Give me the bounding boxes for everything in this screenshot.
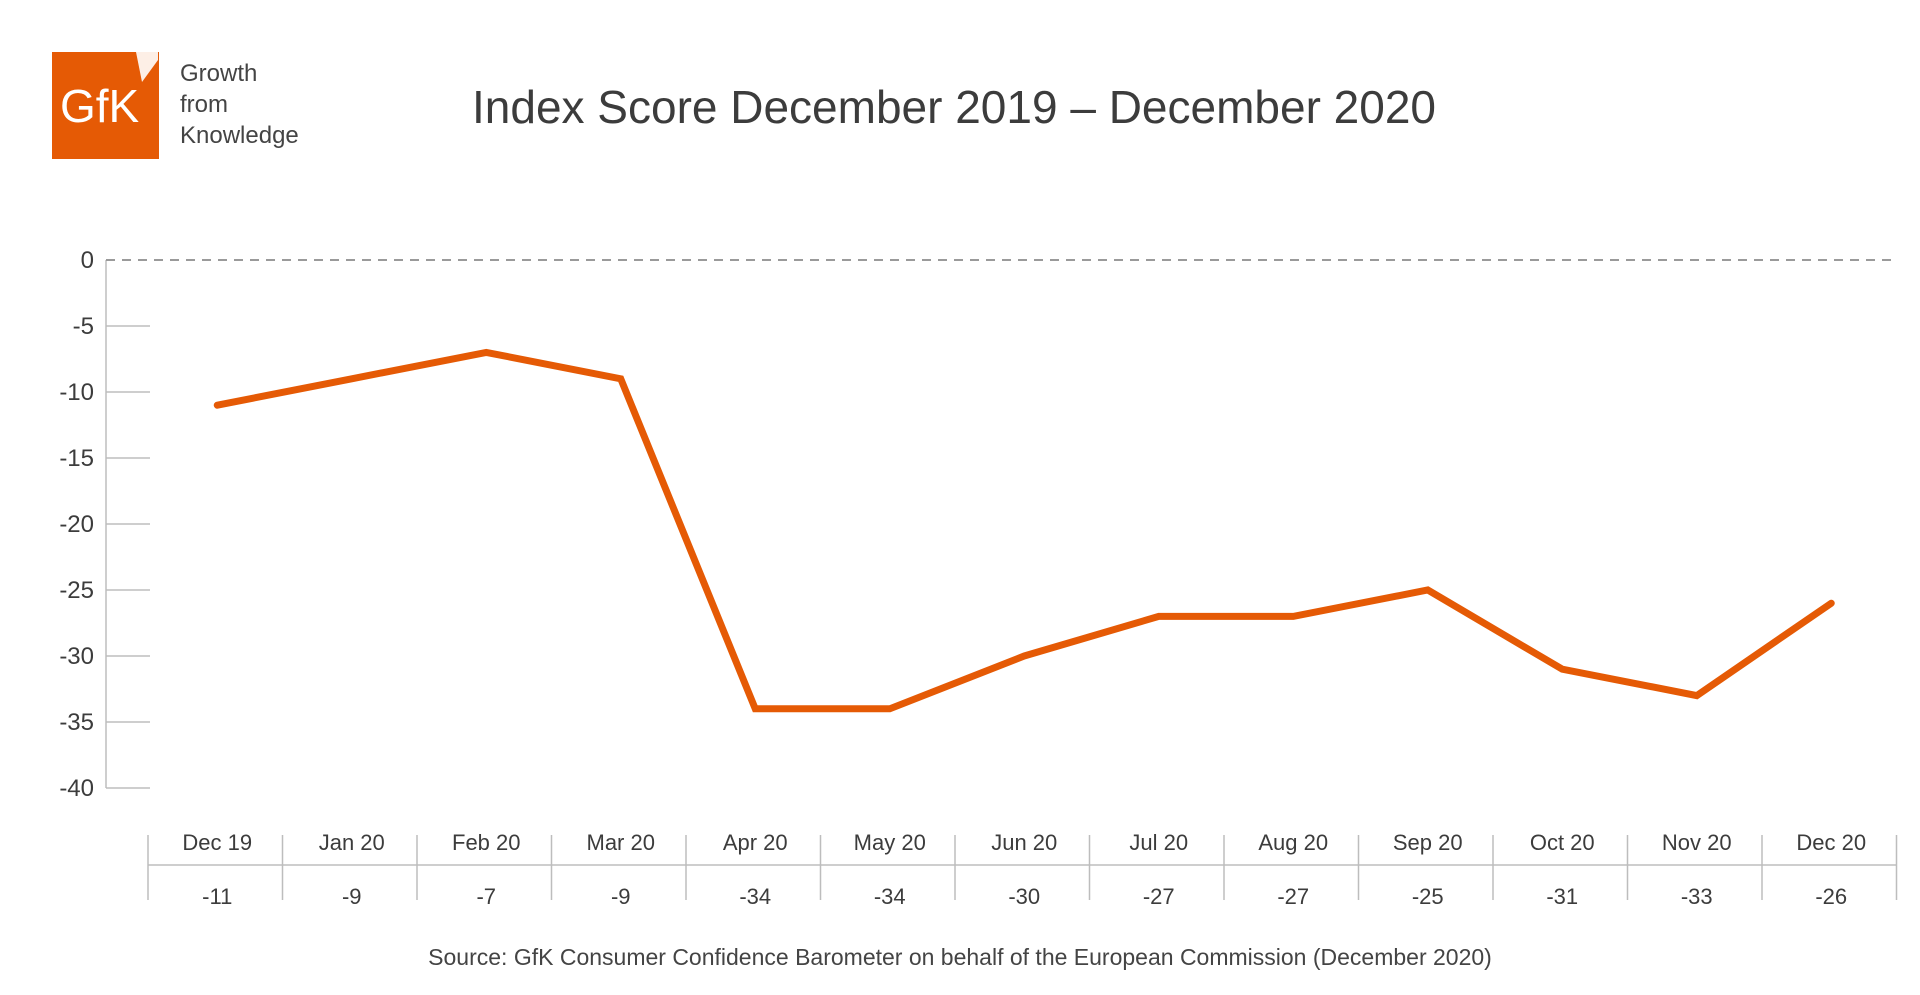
data-value-label: -31 [1546,884,1578,909]
y-tick-label: -40 [59,775,94,802]
tagline-line: from [180,91,228,118]
x-category-label: May 20 [854,830,926,855]
x-category-label: Dec 19 [182,830,252,855]
tagline-line: Knowledge [180,122,299,149]
data-value-label: -25 [1412,884,1444,909]
y-tick-label: -30 [59,643,94,670]
chart-title: Index Score December 2019 – December 202… [472,81,1437,133]
data-value-label: -27 [1277,884,1309,909]
y-tick-label: -35 [59,709,94,736]
y-tick-label: -5 [73,313,94,340]
data-value-label: -9 [611,884,631,909]
logo-accent-icon [136,52,158,82]
data-value-label: -34 [739,884,771,909]
gfk-logo-mark: GfK [60,52,158,132]
x-category-label: Oct 20 [1530,830,1595,855]
y-tick-label: -20 [59,511,94,538]
y-tick-label: -25 [59,577,94,604]
tagline-line: Growth [180,60,258,87]
x-category-label: Jul 20 [1129,830,1188,855]
data-value-label: -26 [1815,884,1847,909]
x-category-label: Nov 20 [1662,830,1732,855]
source-note: Source: GfK Consumer Confidence Baromete… [428,944,1492,970]
y-tick-label: 0 [81,247,94,274]
x-category-label: Apr 20 [723,830,788,855]
gfk-logo-text: GfK [60,80,140,132]
y-tick-label: -15 [59,445,94,472]
line-chart: 0 -5 -10 -15 -20 -25 -30 -35 -40 Dec 19 -11 Jan 20 -… [59,247,1898,909]
data-value-label: -11 [202,884,232,909]
gfk-logo: GfK [52,52,159,159]
data-value-label: -30 [1008,884,1040,909]
series-line [213,348,1835,713]
data-value-label: -27 [1143,884,1175,909]
data-value-label: -7 [476,884,496,909]
x-category-label: Dec 20 [1796,830,1866,855]
x-category-label: Mar 20 [587,830,655,855]
data-value-label: -33 [1681,884,1713,909]
data-value-label: -9 [342,884,362,909]
x-category-label: Aug 20 [1258,830,1328,855]
x-category-label: Jun 20 [991,830,1057,855]
x-category-label: Feb 20 [452,830,521,855]
data-value-label: -34 [874,884,906,909]
brand-tagline: Growth from Knowledge [180,58,299,151]
y-tick-label: -10 [59,379,94,406]
x-category-label: Sep 20 [1393,830,1463,855]
x-category-label: Jan 20 [319,830,385,855]
